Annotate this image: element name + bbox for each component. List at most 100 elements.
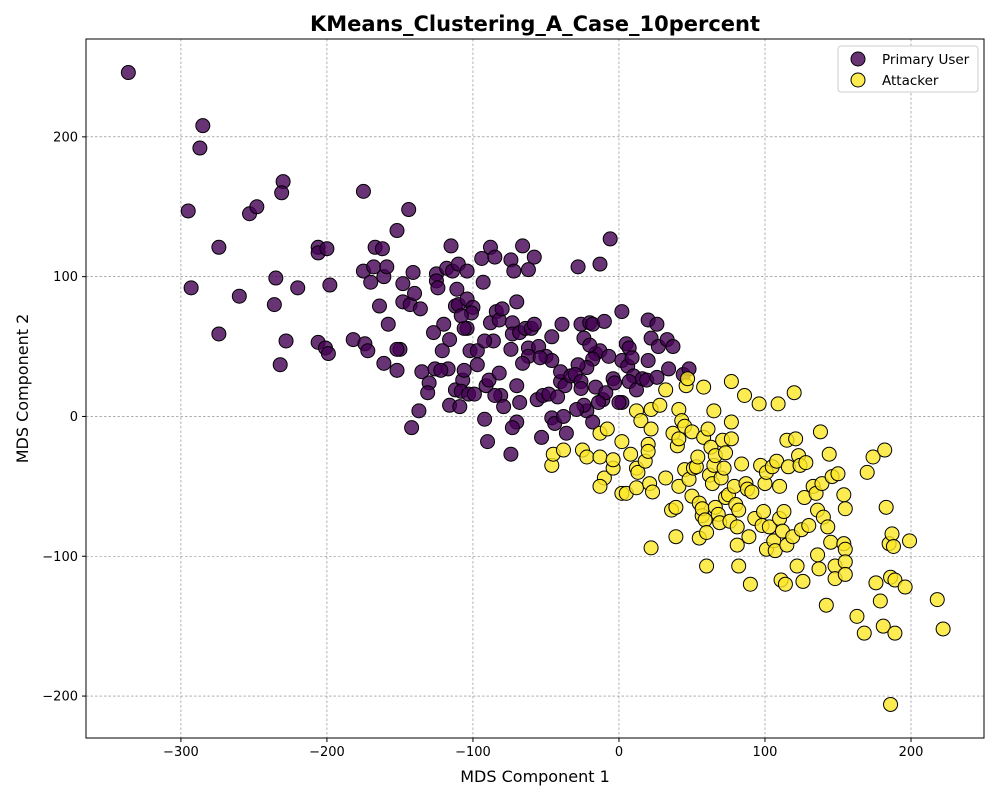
primary-user-point	[420, 385, 436, 401]
attacker-point	[623, 446, 639, 462]
attacker-point	[737, 387, 753, 403]
axis-ticks: −300 −200 −100 0 100 200 −200 −100 0 100 200	[42, 130, 923, 760]
y-tick-label: 200	[53, 130, 78, 145]
attacker-point	[643, 540, 659, 556]
attacker-point	[592, 449, 608, 465]
x-axis-label: MDS Component 1	[460, 767, 610, 786]
primary-user-point	[192, 140, 208, 156]
plot-frame	[85, 38, 985, 739]
primary-user-point	[611, 394, 627, 410]
primary-user-point	[322, 277, 338, 293]
primary-user-point	[363, 274, 379, 290]
primary-user-point	[389, 362, 405, 378]
attacker-point	[699, 558, 715, 574]
attacker-point	[690, 449, 706, 465]
primary-user-point	[515, 355, 531, 371]
attacker-point	[770, 396, 786, 412]
y-tick-label: 0	[70, 410, 78, 425]
legend-label-primary-user: Primary User	[882, 52, 970, 68]
attacker-point	[718, 445, 734, 461]
primary-user-point	[436, 316, 452, 332]
primary-user-point	[665, 339, 681, 355]
primary-user-point	[491, 365, 507, 381]
primary-user-point	[442, 332, 458, 348]
attacker-point	[885, 538, 901, 554]
primary-user-point	[592, 256, 608, 272]
primary-user-point	[509, 294, 525, 310]
attacker-point	[699, 524, 715, 540]
attacker-point	[823, 534, 839, 550]
y-tick-label: 100	[53, 270, 78, 285]
primary-user-point	[231, 288, 247, 304]
attacker-point	[645, 484, 661, 500]
legend-box	[837, 45, 979, 93]
primary-user-point	[278, 333, 294, 349]
primary-user-point	[452, 399, 468, 415]
primary-user-point	[480, 434, 496, 450]
primary-user-point	[453, 308, 469, 324]
attacker-point	[929, 592, 945, 608]
x-tick-label: 100	[753, 745, 778, 760]
attacker-point	[751, 396, 767, 412]
attacker-point	[729, 519, 745, 535]
attacker-point	[680, 371, 696, 387]
primary-user-point	[379, 259, 395, 275]
grid-lines	[86, 39, 984, 738]
primary-user-point	[509, 378, 525, 394]
primary-user-point	[320, 346, 336, 362]
primary-user-point	[411, 403, 427, 419]
attacker-point	[671, 431, 687, 447]
attacker-point	[652, 397, 668, 413]
attacker-point	[789, 558, 805, 574]
data-points	[120, 65, 951, 712]
primary-user-point	[477, 411, 493, 427]
attacker-point	[668, 499, 684, 515]
attacker-point	[868, 575, 884, 591]
x-tick-label: 200	[899, 745, 924, 760]
primary-user-point	[601, 348, 617, 364]
attacker-point	[723, 374, 739, 390]
attacker-point	[883, 696, 899, 712]
primary-user-point	[211, 239, 227, 255]
primary-user-point	[274, 185, 290, 201]
primary-user-point	[211, 326, 227, 342]
primary-user-point	[380, 316, 396, 332]
primary-user-point	[624, 350, 640, 366]
primary-user-point	[570, 259, 586, 275]
primary-user-point	[649, 369, 665, 385]
primary-user-point	[506, 263, 522, 279]
attacker-point	[935, 621, 951, 637]
attacker-point	[836, 487, 852, 503]
primary-user-point	[290, 280, 306, 296]
attacker-point	[628, 480, 644, 496]
attacker-point	[820, 519, 836, 535]
attacker-point	[599, 421, 615, 437]
primary-user-point	[430, 280, 446, 296]
primary-user-point	[466, 386, 482, 402]
y-tick-label: −100	[42, 550, 78, 565]
primary-user-point	[433, 362, 449, 378]
attacker-point	[837, 566, 853, 582]
attacker-point	[872, 593, 888, 609]
attacker-point	[630, 464, 646, 480]
attacker-point	[696, 379, 712, 395]
attacker-point	[814, 476, 830, 492]
primary-user-point	[496, 399, 512, 415]
attacker-point	[837, 554, 853, 570]
primary-user-point	[526, 249, 542, 265]
attacker-point	[633, 413, 649, 429]
primary-user-point	[183, 280, 199, 296]
attacker-point	[716, 460, 732, 476]
primary-user-point	[661, 361, 677, 377]
attacker-point	[756, 504, 772, 520]
primary-user-point	[585, 414, 601, 430]
primary-user-point	[494, 301, 510, 317]
attacker-point	[700, 421, 716, 437]
primary-user-point	[469, 357, 485, 373]
attacker-point	[849, 608, 865, 624]
attacker-point	[731, 558, 747, 574]
attacker-point	[723, 431, 739, 447]
primary-user-point	[195, 118, 211, 134]
primary-user-point	[360, 343, 376, 359]
